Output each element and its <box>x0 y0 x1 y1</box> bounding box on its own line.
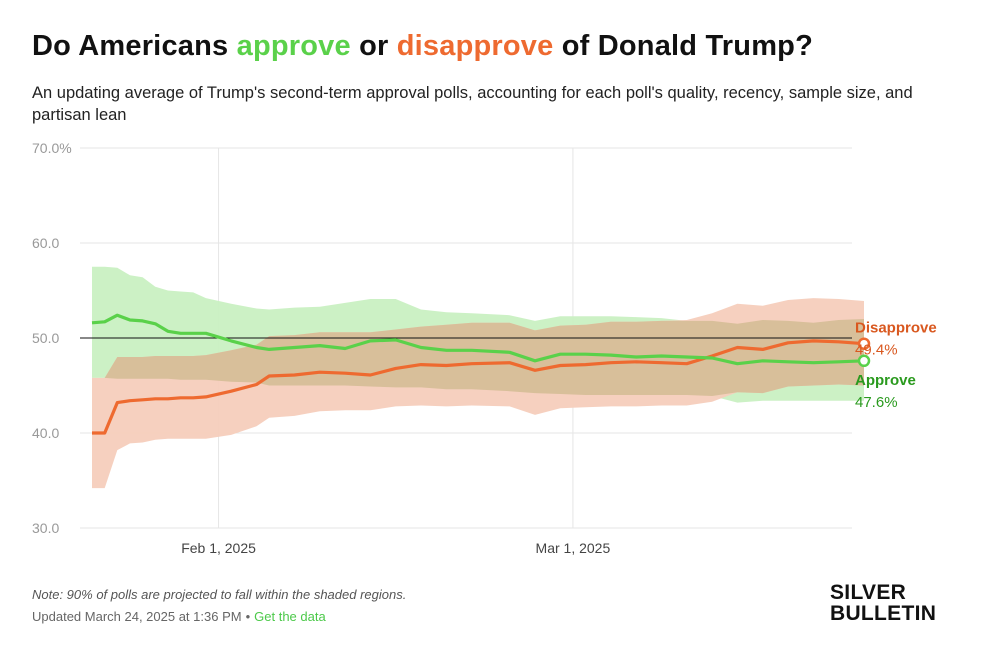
approve-final-value: 47.6% <box>855 394 898 411</box>
logo-line-1: SILVER <box>830 581 907 604</box>
y-tick-label: 40.0 <box>32 425 59 441</box>
updated-timestamp: Updated March 24, 2025 at 1:36 PM <box>32 609 242 624</box>
x-tick-label: Feb 1, 2025 <box>181 540 256 556</box>
title-suffix: of Donald Trump? <box>553 30 814 62</box>
footer-updated: Updated March 24, 2025 at 1:36 PM • Get th… <box>32 609 326 624</box>
disapprove-end-marker <box>857 337 871 350</box>
y-tick-label: 30.0 <box>32 520 59 536</box>
chart-subtitle: An updating average of Trump's second-te… <box>32 84 913 124</box>
x-tick-label: Mar 1, 2025 <box>536 540 611 556</box>
y-tick-label: 60.0 <box>32 235 59 251</box>
chart-title: Do Americans approve or disapprove of Do… <box>32 30 813 63</box>
title-approve-word: approve <box>236 30 351 62</box>
approve-end-marker <box>857 354 871 368</box>
approve-line <box>91 313 865 366</box>
y-tick-label: 70.0% <box>32 140 72 156</box>
footer-note: Note: 90% of polls are projected to fall… <box>32 587 407 602</box>
y-tick-label: 50.0 <box>32 330 59 346</box>
disapprove-line <box>92 339 865 435</box>
silver-bulletin-logo: SILVER BULLETIN <box>830 582 936 624</box>
logo-line-2: BULLETIN <box>830 602 937 625</box>
approve-series-label: Approve <box>855 372 916 389</box>
disapprove-series-label: Disapprove <box>855 320 937 337</box>
title-disapprove-word: disapprove <box>396 30 554 62</box>
title-prefix: Do Americans <box>32 30 237 62</box>
get-the-data-link[interactable]: Get the data <box>254 609 326 624</box>
disapprove-final-value: 49.4% <box>855 342 898 359</box>
footer-separator: • <box>245 609 251 624</box>
title-middle: or <box>350 30 397 62</box>
